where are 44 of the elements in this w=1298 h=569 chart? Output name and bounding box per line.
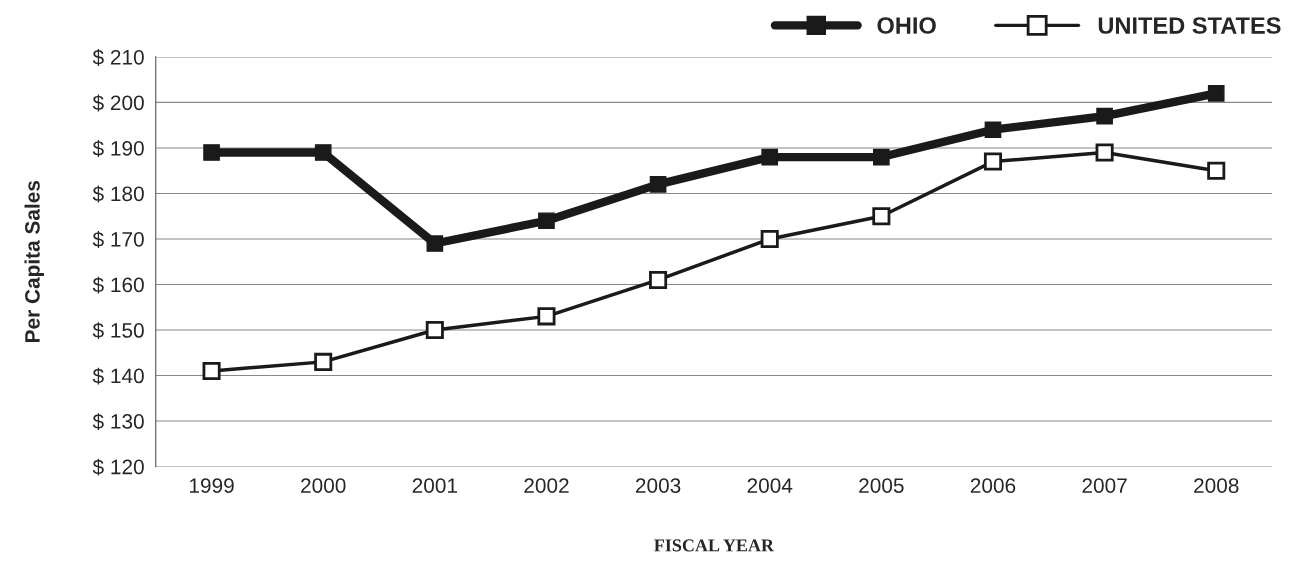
y-tick-label: $ 180 <box>92 185 144 203</box>
x-tick-label: 2001 <box>412 478 457 493</box>
x-tick-label: 2003 <box>635 478 681 493</box>
point <box>1095 143 1114 162</box>
point <box>984 121 1002 139</box>
point <box>1207 161 1226 180</box>
x-tick-label: 1999 <box>189 478 234 493</box>
x-tick-label: 2002 <box>524 478 569 493</box>
point <box>873 148 890 166</box>
x-axis-title: FISCAL YEAR <box>654 539 775 552</box>
point <box>203 144 220 161</box>
y-tick-label: $ 130 <box>92 413 144 431</box>
x-tick-label: 2008 <box>1194 478 1239 493</box>
point <box>538 212 555 230</box>
x-tick-label: 2005 <box>859 478 904 493</box>
point <box>1096 107 1113 125</box>
point <box>761 148 779 166</box>
x-tick-label: 2004 <box>747 478 793 493</box>
x-tick-label: 2000 <box>301 478 346 493</box>
legend-label: OHIO <box>877 17 936 34</box>
point <box>1207 84 1225 102</box>
y-tick-label: $ 190 <box>92 140 144 157</box>
y-tick-label: $ 120 <box>92 458 144 476</box>
point <box>983 152 1002 171</box>
point <box>872 207 891 226</box>
legend-label: UNITED STATES <box>1098 17 1281 34</box>
y-tick-label: $ 170 <box>92 231 144 248</box>
point <box>426 235 444 252</box>
x-tick-label: 2006 <box>970 478 1016 493</box>
x-tick-label: 2007 <box>1082 478 1127 493</box>
point <box>314 144 332 161</box>
y-tick-label: $ 140 <box>92 367 144 385</box>
y-tick-label: $ 200 <box>92 94 144 112</box>
y-tick-label: $ 210 <box>92 49 144 66</box>
point <box>649 176 667 193</box>
point <box>202 361 221 381</box>
y-axis-title: Per Capita Sales <box>24 180 44 342</box>
point <box>537 307 556 326</box>
point <box>760 229 779 249</box>
point <box>425 320 444 340</box>
point <box>649 270 668 289</box>
point <box>314 352 333 371</box>
y-tick-label: $ 160 <box>92 276 144 294</box>
y-tick-label: $ 150 <box>92 322 144 340</box>
